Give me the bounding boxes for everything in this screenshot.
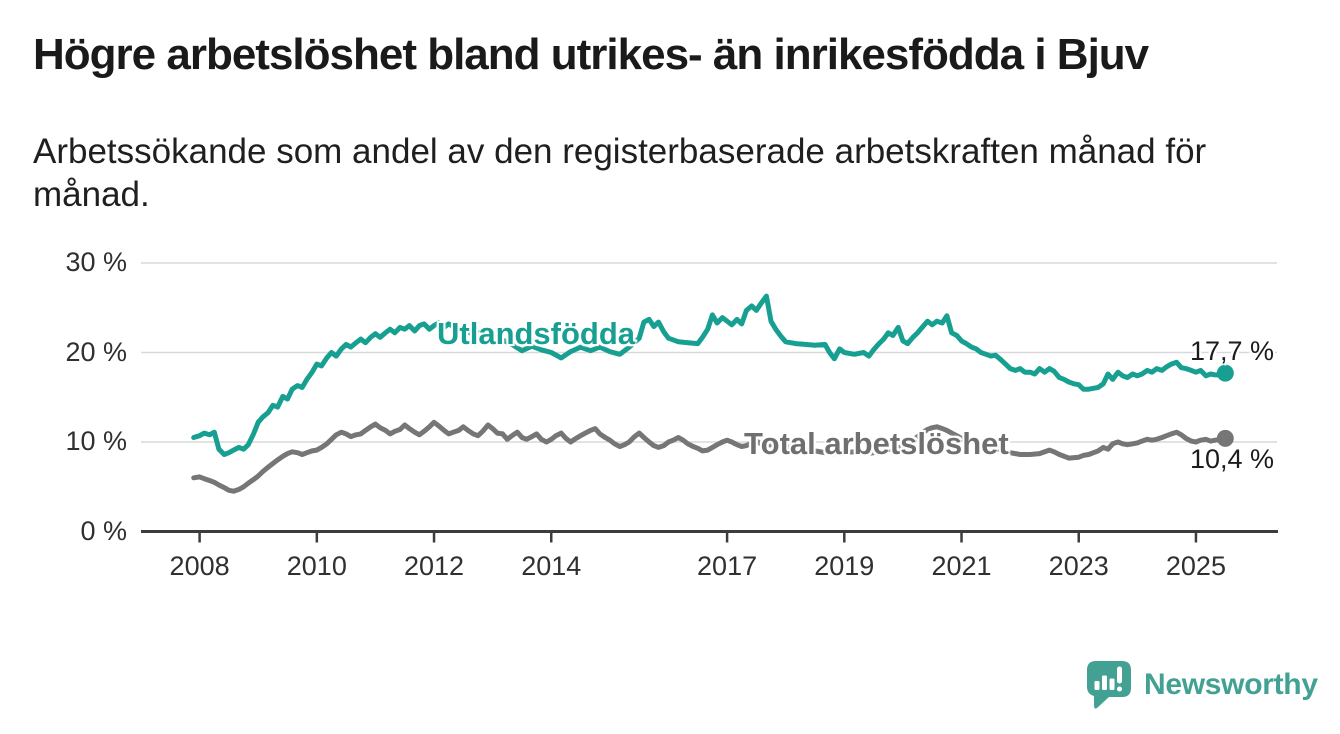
- y-axis-labels: 0 % 10 % 20 % 30 %: [0, 0, 127, 734]
- y-axis-tick-label: 0 %: [80, 515, 127, 546]
- latest-value-label-utlandsfodda: 17,7 %: [1190, 336, 1275, 366]
- page-subtitle: Arbetssökande som andel av den registerb…: [33, 132, 1207, 214]
- x-axis-tick-label: 2025: [1165, 551, 1226, 581]
- y-axis-tick-label: 30 %: [65, 246, 127, 277]
- brand-name: Newsworthy: [1144, 668, 1318, 701]
- x-axis-tick-label: 2019: [814, 551, 875, 581]
- y-axis-tick-label: 10 %: [65, 425, 127, 456]
- newsworthy-logo-icon: [1087, 661, 1131, 709]
- x-axis-tick-label: 2010: [286, 551, 347, 581]
- y-axis-tick-label: 20 %: [65, 336, 127, 367]
- x-axis-tick-label: 2008: [169, 551, 230, 581]
- latest-value-label-total: 10,4 %: [1190, 444, 1275, 474]
- series-label-utlandsfodda: Utlandsfödda: [437, 316, 636, 351]
- x-axis-tick-label: 2014: [521, 551, 582, 581]
- series-label-total-arbetsloshet: Total arbetslöshet: [744, 426, 1009, 461]
- x-axis-tick-label: 2017: [697, 551, 758, 581]
- x-axis-tick-label: 2023: [1048, 551, 1109, 581]
- x-axis-labels: 2008 2010 2012 2014 2017 2019 2021 2023 2025: [0, 551, 1340, 591]
- page-title: Högre arbetslöshet bland utrikes- än inr…: [33, 30, 1149, 79]
- x-axis-tick-label: 2021: [931, 551, 992, 581]
- x-axis-tick-label: 2012: [403, 551, 465, 581]
- brand-footer: Newsworthy: [1087, 661, 1318, 709]
